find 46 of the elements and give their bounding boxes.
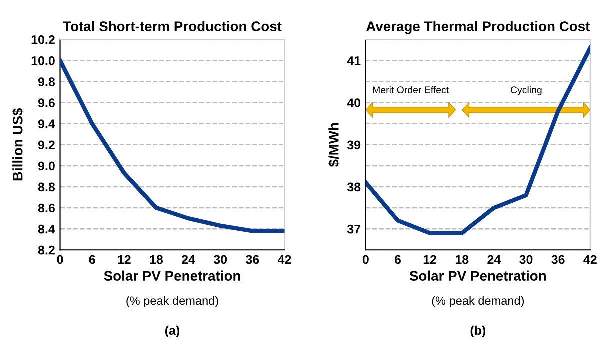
x-tick-label: 36 [552,255,565,264]
line-series [60,58,285,234]
annotation: Cycling [510,86,542,96]
text: (a) [165,326,180,338]
annotation: Merit Order Effect [373,86,450,94]
y-axis-title: $/MWh [328,123,340,168]
x-tick-label: 30 [214,255,228,264]
y-tick-label: 9.0 [38,162,55,171]
x-axis-title: Solar PV Penetration [104,270,240,282]
x-tick-label: 36 [246,255,260,264]
x-axis-title: Solar PV Penetration [410,270,546,282]
x-tick-label: 30 [520,255,533,264]
text: (b) [470,326,486,338]
x-tick-label: 42 [278,255,292,264]
y-tick-label: 8.4 [38,224,56,234]
y-tick-label: 8.2 [38,246,55,255]
x-tick-label: 24 [182,255,196,264]
y-axis-title: Billion US$ [12,108,24,181]
chart-title: Total Short-term Production Cost [63,21,282,32]
y-tick-label: 10.0 [32,56,55,66]
y-tick-label: 9.6 [38,98,55,108]
x-tick-label: 24 [488,255,502,264]
y-tick-label: 9.8 [38,78,56,86]
x-tick-label: 0 [362,255,369,264]
y-tick-label: 9.4 [38,120,56,129]
y-tick-label: 40 [347,98,361,108]
x-tick-label: 12 [118,255,131,264]
y-tick-label: 10.2 [32,35,55,44]
y-tick-label: 38 [347,182,361,192]
x-tick-label: 42 [584,255,597,264]
text: (% peak demand) [126,296,218,308]
chart-title: Average Thermal Production Cost [366,21,590,34]
x-tick-label: 6 [89,255,96,264]
y-tick-label: 8.8 [38,182,56,192]
x-tick-label: 18 [150,255,164,264]
x-tick-label: 0 [57,255,64,264]
x-tick-label: 18 [456,255,469,264]
y-tick-label: 41 [347,56,361,66]
y-tick-label: 39 [347,140,361,150]
y-tick-label: 8.6 [38,204,55,213]
line-series [366,46,590,236]
text: (% peak demand) [432,296,524,308]
y-tick-label: 9.2 [38,140,55,150]
x-tick-label: 6 [394,255,402,264]
x-tick-label: 12 [424,255,437,264]
y-tick-label: 37 [347,224,361,234]
